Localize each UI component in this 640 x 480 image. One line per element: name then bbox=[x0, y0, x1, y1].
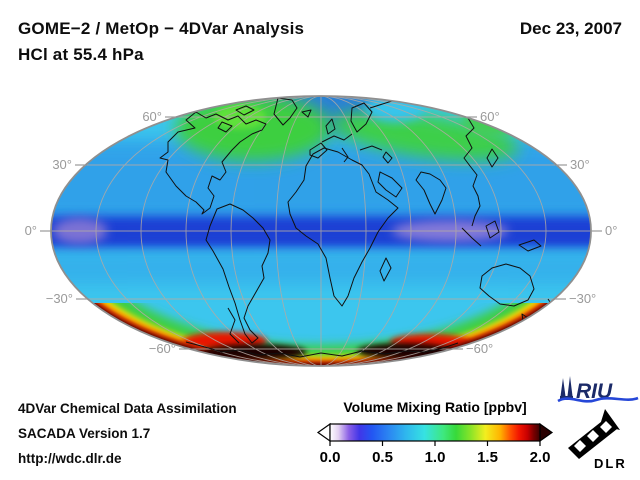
colorbar-tick-labels: 0.0 0.5 1.0 1.5 2.0 bbox=[320, 449, 551, 466]
colorbar-overflow-arrow bbox=[539, 422, 554, 443]
lat-label: −30° bbox=[569, 291, 596, 306]
latitude-labels: 60° 30° 0° −30° −60° 60° 30° 0° −30° −60… bbox=[25, 109, 618, 356]
dlr-bird-icon bbox=[568, 409, 620, 459]
colorbar-tick: 2.0 bbox=[530, 449, 551, 466]
date-label: Dec 23, 2007 bbox=[519, 19, 622, 38]
coastlines bbox=[159, 97, 555, 358]
credit-line-assimilation: 4DVar Chemical Data Assimilation bbox=[18, 401, 237, 416]
colorbar-tick: 1.5 bbox=[477, 449, 498, 466]
riu-wave-icon bbox=[557, 396, 639, 403]
colorbar-tick: 1.0 bbox=[425, 449, 446, 466]
credit-line-version: SACADA Version 1.7 bbox=[18, 426, 151, 441]
colorbar-underflow-arrow bbox=[316, 422, 331, 443]
page-title: GOME−2 / MetOp − 4DVar Analysis bbox=[18, 19, 305, 38]
colorbar-tick: 0.5 bbox=[372, 449, 393, 466]
lat-label: 30° bbox=[570, 157, 590, 172]
riu-logo: RIU bbox=[557, 376, 639, 403]
latitude-ticks bbox=[40, 116, 602, 350]
riu-cathedral-icon bbox=[560, 376, 573, 400]
colorbar-title: Volume Mixing Ratio [ppbv] bbox=[343, 399, 527, 415]
colorbar-tick: 0.0 bbox=[320, 449, 341, 466]
colorbar: 0.0 0.5 1.0 1.5 2.0 bbox=[316, 422, 554, 466]
colorbar-tick-marks bbox=[329, 441, 541, 446]
lat-label: 30° bbox=[52, 157, 72, 172]
credit-line-url: http://wdc.dlr.de bbox=[18, 451, 122, 466]
lat-label: −30° bbox=[46, 291, 73, 306]
lat-label: 0° bbox=[25, 223, 37, 238]
page-subtitle: HCl at 55.4 hPa bbox=[18, 45, 144, 64]
lat-label: 0° bbox=[605, 223, 617, 238]
dlr-logo-text: DLR bbox=[594, 456, 627, 471]
lat-label: 60° bbox=[142, 109, 162, 124]
colorbar-gradient bbox=[329, 423, 541, 442]
dlr-logo: DLR bbox=[568, 409, 627, 471]
lat-label: −60° bbox=[466, 341, 493, 356]
lat-label: 60° bbox=[480, 109, 500, 124]
riu-logo-text: RIU bbox=[576, 380, 613, 403]
lat-label: −60° bbox=[149, 341, 176, 356]
map-field bbox=[51, 96, 591, 366]
